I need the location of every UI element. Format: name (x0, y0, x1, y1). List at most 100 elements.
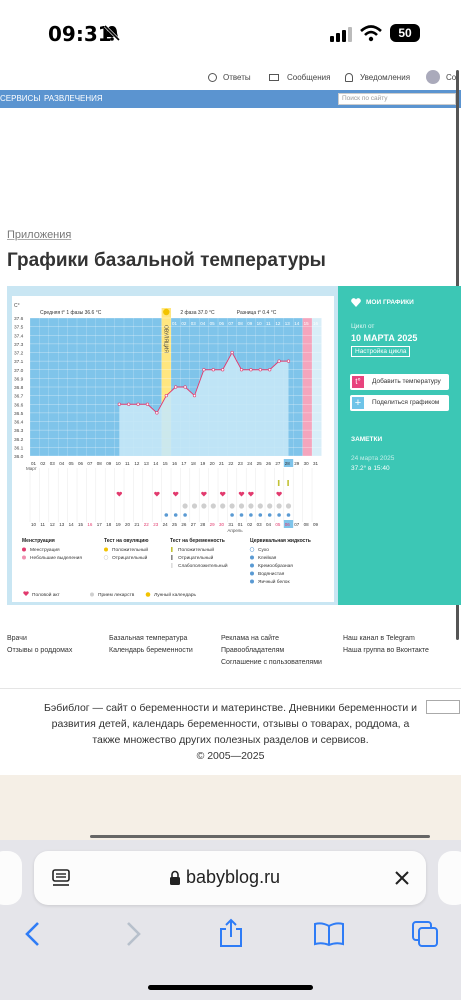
messages-link[interactable]: Сообщения (287, 73, 331, 82)
menstruation-item: Менструация (30, 547, 60, 553)
nav-services[interactable]: СЕРВИСЫ (0, 94, 41, 103)
x-cycle-day-label: 01 (31, 461, 37, 466)
cervical-item: Клейкая (258, 554, 277, 561)
footer-link[interactable]: Правообладателям (221, 647, 285, 654)
footer-col-3: Реклама на сайте Правообладателям Соглаш… (221, 635, 322, 666)
footer-link[interactable]: Наш канал в Telegram (343, 635, 415, 642)
answers-link[interactable]: Ответы (223, 73, 251, 82)
cervical-item: Яичный белок (258, 578, 290, 585)
reader-icon[interactable] (52, 869, 72, 887)
y-tick-label: 36.1 (14, 445, 24, 451)
y-tick-label: 36.5 (14, 411, 24, 417)
footer-link[interactable]: Календарь беременности (109, 647, 193, 654)
battery-icon: 50 (390, 24, 420, 42)
footer-link[interactable]: Наша группа во Вконтакте (343, 647, 429, 654)
pregnancy-test-marker-icon (171, 547, 173, 552)
legend-intercourse: Половой акт (32, 591, 61, 598)
temperature-point (127, 402, 131, 406)
phase2-day-label: 09 (247, 321, 253, 326)
x-cycle-day-label: 18 (191, 461, 197, 466)
x-cycle-day-label: 21 (219, 461, 225, 466)
x-date-label: 13 (59, 522, 65, 527)
nav-entertainment[interactable]: РАЗВЛЕЧЕНИЯ (44, 94, 103, 103)
home-indicator (148, 985, 313, 990)
x-cycle-day-label: 03 (50, 461, 56, 466)
x-date-label: 03 (257, 522, 263, 527)
footer-col-4: Наш канал в Telegram Наша группа во Вкон… (343, 635, 429, 654)
tabs-icon[interactable] (411, 920, 439, 948)
medication-icon (285, 503, 292, 509)
temperature-point (258, 368, 262, 372)
intercourse-heart-icon (276, 491, 282, 497)
legend-medication: Прием лекарств (98, 592, 135, 598)
cervical-title: Цервикальная жидкость (250, 538, 311, 544)
status-bar: 09:31 50 (0, 0, 461, 66)
thermometer-icon: t° (352, 376, 364, 388)
temperature-point (211, 368, 215, 372)
close-icon[interactable] (394, 870, 410, 886)
my-charts-heading[interactable]: МОИ ГРАФИКИ (366, 299, 414, 306)
legend-moon: Лунный календарь (154, 591, 196, 598)
y-tick-label: 36.3 (14, 428, 24, 434)
ovulation-band (161, 308, 171, 456)
share-chart-button[interactable]: + Поделиться графиком (350, 395, 449, 411)
cervical-marker-icon (250, 571, 254, 576)
y-tick-label: 37.2 (14, 351, 24, 357)
x-cycle-day-label: 08 (97, 461, 103, 466)
ovulation-label: ОВУЛЯЦИЯ (163, 325, 169, 353)
address-bar[interactable]: babyblog.ru (34, 851, 426, 905)
x-cycle-day-label: 29 (294, 461, 300, 466)
x-date-label: 28 (200, 522, 206, 527)
x-date-label: 15 (78, 522, 84, 527)
footer-link[interactable]: Базальная температура (109, 635, 188, 642)
footer-link[interactable]: Реклама на сайте (221, 635, 280, 642)
main-nav: СЕРВИСЫ РАЗВЛЕЧЕНИЯ Поиск по сайту (0, 90, 461, 108)
intercourse-heart-icon (154, 491, 160, 497)
legend-medication-icon (90, 592, 94, 597)
notes-heading: ЗАМЕТКИ (351, 436, 383, 443)
share-icon[interactable] (218, 918, 244, 948)
pregnancy-test-icon (287, 480, 289, 486)
temperature-point (286, 359, 291, 363)
x-cycle-day-label: 06 (78, 461, 84, 466)
horizontal-scrollbar[interactable] (90, 835, 430, 838)
prev-tab-preview[interactable] (0, 851, 22, 905)
cycle-settings-button[interactable]: Настройка цикла (351, 346, 411, 357)
x-cycle-day-label: 19 (200, 461, 206, 466)
avatar[interactable] (426, 70, 440, 84)
menstruation-marker-icon (22, 547, 26, 552)
breadcrumb[interactable]: Приложения (7, 229, 72, 241)
x-cycle-day-label: 23 (238, 461, 244, 466)
phase2-day-label: 08 (238, 321, 244, 326)
footer-link[interactable]: Врачи (7, 635, 27, 642)
cervical-fluid-icon (230, 513, 234, 517)
phase2-day-label: 11 (266, 321, 271, 326)
bookmarks-icon[interactable] (313, 921, 345, 947)
footer-link[interactable]: Отзывы о роддомах (7, 647, 73, 654)
user-topbar: Ответы Сообщения Уведомления Со (0, 66, 461, 90)
back-icon[interactable] (24, 921, 42, 947)
wifi-icon (360, 25, 382, 42)
plus-icon: + (352, 397, 364, 409)
temperature-point (183, 385, 187, 389)
pregnancy-test-marker-icon (171, 563, 173, 568)
phase2-day-label: 02 (181, 321, 187, 326)
add-temperature-button[interactable]: t° Добавить температуру (350, 374, 449, 390)
y-tick-label: 37.6 (14, 316, 24, 322)
temperature-point (249, 368, 253, 372)
search-input[interactable]: Поиск по сайту (338, 93, 456, 105)
about-text: Бэбиблог — сайт о беременности и материн… (44, 702, 417, 762)
x-date-label: 22 (144, 522, 150, 527)
cervical-fluid-icon (164, 513, 169, 517)
y-axis-label: C° (14, 303, 20, 309)
cervical-fluid-icon (239, 513, 244, 517)
profile-link[interactable]: Со (446, 73, 457, 82)
y-tick-label: 36.2 (14, 437, 24, 443)
next-tab-preview[interactable] (438, 851, 461, 905)
notifications-link[interactable]: Уведомления (360, 73, 411, 82)
y-tick-label: 36.4 (14, 420, 24, 426)
footer-col-1: Врачи Отзывы о роддомах (7, 635, 72, 654)
footer-link[interactable]: Соглашение с пользователями (221, 659, 322, 666)
x-cycle-day-label: 14 (153, 461, 159, 466)
forward-icon[interactable] (124, 921, 142, 947)
